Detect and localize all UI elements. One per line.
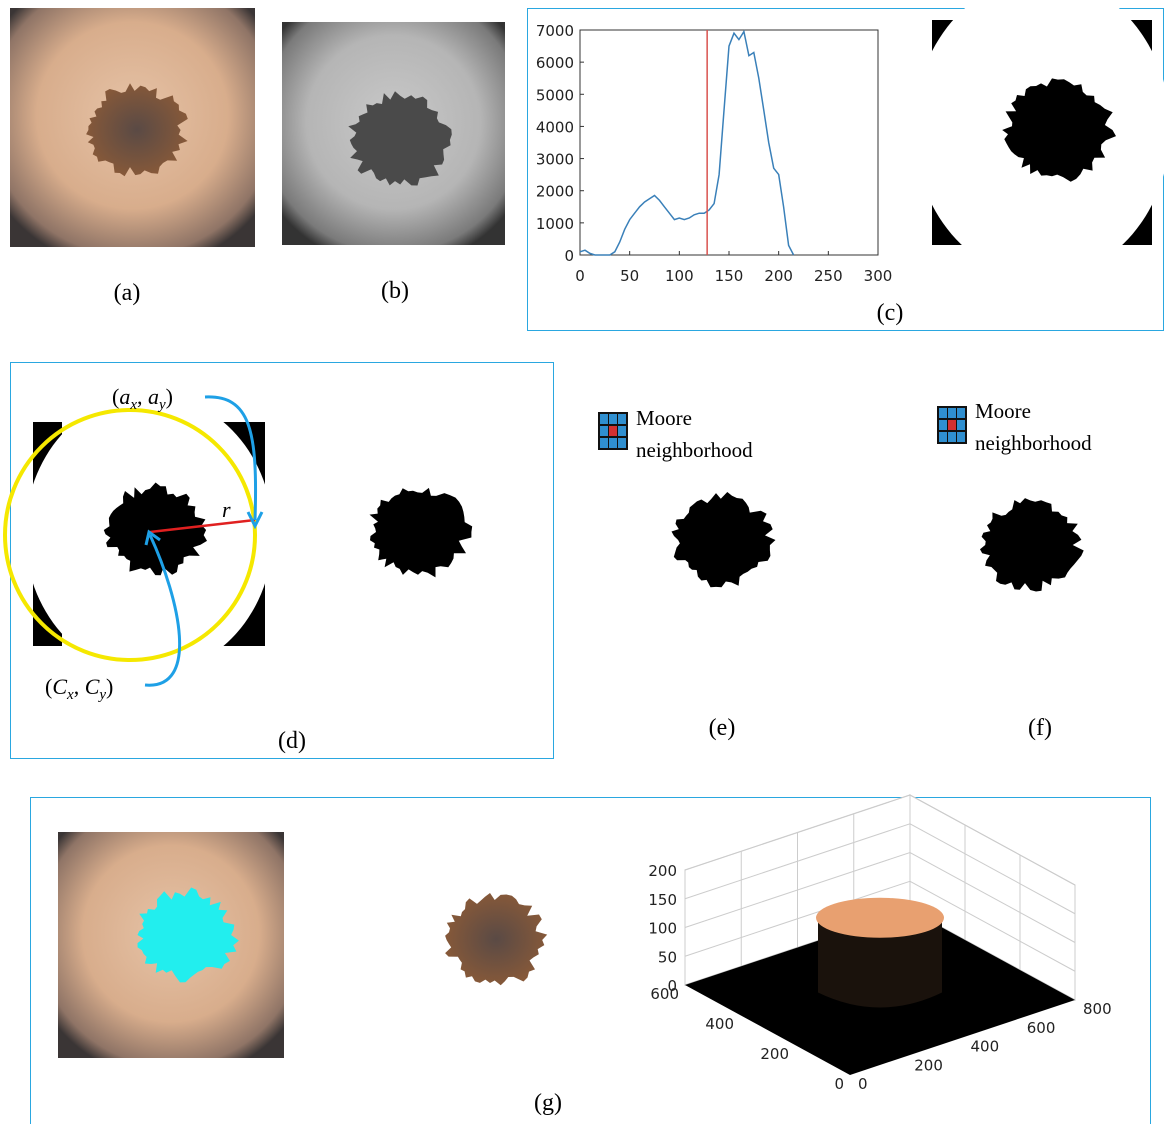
x-tick-label: 0 (575, 267, 585, 285)
annotation-part: a (148, 384, 159, 409)
point-label: (Cx, Cy) (45, 674, 113, 703)
surface-top (816, 898, 944, 938)
y-tick-label: 200 (760, 1045, 789, 1063)
moore-icon (937, 406, 967, 444)
y-tick-label: 0 (564, 247, 574, 265)
y-tick-label: 1000 (536, 215, 574, 233)
radius-label: r (222, 497, 231, 522)
y-tick-label: 2000 (536, 183, 574, 201)
annotation-part: y (157, 397, 166, 413)
z-tick-label: 100 (648, 920, 677, 938)
y-tick-label: 7000 (536, 22, 574, 40)
figure: (a) (b) (c) (d) (e) (f) (g) Moore neighb… (0, 0, 1164, 1124)
annotation-part: y (97, 687, 106, 703)
y-tick-label: 3000 (536, 151, 574, 169)
lesion-mask (672, 492, 776, 587)
x-tick-label: 800 (1083, 1000, 1112, 1018)
x-tick-label: 250 (814, 267, 843, 285)
annotation-part: ) (106, 674, 113, 699)
annotation-part: C (85, 674, 100, 699)
moore-label: neighborhood (975, 431, 1092, 455)
annotation-part: C (52, 674, 67, 699)
y-tick-label: 600 (650, 985, 679, 1003)
x-tick-label: 50 (620, 267, 639, 285)
lesion-crop (445, 893, 547, 985)
point-label: (ax, ay) (112, 384, 173, 413)
z-tick-label: 150 (648, 891, 677, 909)
lesion-mask (980, 498, 1084, 591)
plot-frame (580, 30, 878, 255)
panel-label: (g) (534, 1090, 562, 1116)
x-tick-label: 600 (1027, 1019, 1056, 1037)
y-tick-label: 400 (705, 1015, 734, 1033)
annotation-part: a (119, 384, 130, 409)
annotation-part: ) (166, 384, 173, 409)
moore-label: Moore (636, 406, 692, 430)
panel-label: (b) (381, 278, 409, 304)
panel-label: (e) (709, 715, 736, 741)
x-tick-label: 200 (914, 1056, 943, 1074)
y-tick-label: 0 (834, 1075, 844, 1093)
x-tick-label: 300 (864, 267, 893, 285)
moore-label: Moore (975, 399, 1031, 423)
panel-label: (f) (1028, 715, 1052, 741)
y-tick-label: 5000 (536, 86, 574, 104)
annotation-part: ( (45, 674, 52, 699)
z-tick-label: 200 (648, 862, 677, 880)
moore-icon (598, 412, 628, 450)
x-tick-label: 400 (971, 1038, 1000, 1056)
lesion-mask (370, 488, 473, 578)
annotation-part: , (137, 384, 148, 409)
y-tick-label: 4000 (536, 118, 574, 136)
panel-label: (d) (278, 728, 306, 754)
x-tick-label: 100 (665, 267, 694, 285)
x-tick-label: 150 (715, 267, 744, 285)
annotation-part: ( (112, 384, 119, 409)
panel-label: (a) (114, 280, 141, 306)
panel-label: (c) (877, 300, 904, 326)
moore-label: neighborhood (636, 438, 753, 462)
x-tick-label: 0 (858, 1075, 868, 1093)
y-tick-label: 6000 (536, 54, 574, 72)
z-tick-label: 50 (658, 948, 677, 966)
x-tick-label: 200 (764, 267, 793, 285)
annotation-part: , (74, 674, 85, 699)
